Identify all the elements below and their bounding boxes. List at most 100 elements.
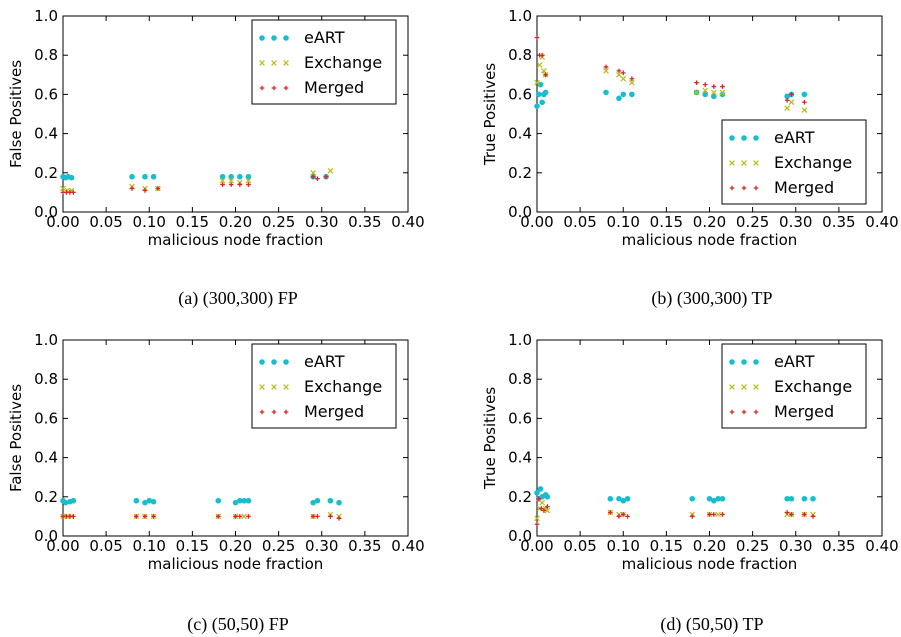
y-tick-label: 1.0 xyxy=(34,331,58,349)
legend-marker-merged xyxy=(741,185,747,191)
x-tick-label: 0.30 xyxy=(305,537,338,555)
legend-marker-merged xyxy=(259,409,265,415)
x-tick-label: 0.20 xyxy=(219,537,252,555)
legend-marker-eart xyxy=(271,359,277,365)
y-tick-label: 0.6 xyxy=(508,85,532,103)
data-point-merged xyxy=(328,514,333,519)
legend-marker-eart xyxy=(259,35,265,41)
x-tick-label: 0.40 xyxy=(391,213,424,231)
data-point-eart xyxy=(616,495,622,502)
data-point-eart xyxy=(129,173,135,180)
data-point-exchange xyxy=(219,177,226,184)
data-point-merged xyxy=(620,70,626,76)
legend-marker-merged xyxy=(271,409,277,415)
data-point-exchange xyxy=(629,79,635,86)
data-point-eart xyxy=(616,95,622,102)
data-point-exchange xyxy=(541,68,547,74)
x-tick-label: 0.20 xyxy=(693,537,726,555)
y-tick-label: 1.0 xyxy=(508,331,532,349)
x-tick-label: 0.30 xyxy=(779,537,812,555)
data-point-merged xyxy=(142,188,148,193)
data-point-exchange xyxy=(719,89,726,96)
legend-label-eart: eART xyxy=(774,352,815,371)
data-point-eart xyxy=(534,103,540,109)
data-point-merged xyxy=(720,512,725,517)
data-point-merged xyxy=(616,514,622,519)
data-point-merged xyxy=(539,506,544,511)
legend-label-merged: Merged xyxy=(304,78,364,97)
data-point-eart xyxy=(219,173,226,180)
data-point-merged xyxy=(629,76,635,82)
legend-marker-eart xyxy=(283,359,289,365)
legend-marker-exchange xyxy=(271,60,277,66)
data-point-eart xyxy=(228,173,234,180)
data-point-eart xyxy=(146,497,153,504)
x-tick-label: 0.15 xyxy=(650,537,683,555)
data-point-merged xyxy=(802,512,807,517)
subplot-3: 0.00 0.05 0.10 0.15 0.20 0.25 0.30 0.35 0.40 0.0 0… xyxy=(7,331,425,635)
data-point-eart xyxy=(539,99,545,106)
data-point-merged xyxy=(237,182,243,187)
legend-marker-exchange xyxy=(283,60,289,66)
legend-marker-merged xyxy=(283,409,289,415)
data-point-eart xyxy=(542,89,549,96)
x-tick-label: 0.25 xyxy=(262,537,295,555)
data-point-merged xyxy=(545,504,550,509)
data-point-merged xyxy=(543,72,548,78)
y-tick-label: 0.0 xyxy=(34,527,58,545)
data-point-merged xyxy=(336,516,342,521)
data-point-eart xyxy=(237,497,243,504)
data-point-merged xyxy=(789,92,794,97)
data-point-exchange xyxy=(693,89,700,96)
data-point-merged xyxy=(246,514,251,519)
legend-label-exchange: Exchange xyxy=(774,377,852,396)
legend-label-merged: Merged xyxy=(774,402,834,421)
data-point-exchange xyxy=(784,105,790,111)
data-point-eart xyxy=(310,499,316,506)
data-point-merged xyxy=(315,514,320,519)
data-point-merged xyxy=(603,64,609,70)
legend-box xyxy=(721,343,867,429)
data-point-merged xyxy=(310,174,316,180)
subplot-caption: (d) (50,50) TP xyxy=(660,614,763,635)
data-point-merged xyxy=(784,97,790,103)
subplot-4: 0.00 0.05 0.10 0.15 0.20 0.25 0.30 0.35 0.40 0.0 0… xyxy=(481,331,899,635)
data-point-exchange xyxy=(536,62,543,68)
data-point-eart xyxy=(702,91,708,98)
legend-marker-merged xyxy=(741,409,747,415)
data-point-eart xyxy=(237,173,243,180)
data-point-merged xyxy=(134,514,139,519)
data-point-merged xyxy=(142,514,148,519)
data-point-merged xyxy=(810,514,816,519)
x-tick-label: 0.35 xyxy=(348,213,381,231)
data-point-eart xyxy=(788,495,795,502)
data-point-eart xyxy=(801,495,808,502)
data-point-exchange xyxy=(702,87,709,94)
data-point-merged xyxy=(155,186,161,191)
y-tick-label: 0.4 xyxy=(508,125,532,143)
legend-marker-exchange xyxy=(283,384,289,390)
legend-label-exchange: Exchange xyxy=(304,53,382,72)
legend-label-exchange: Exchange xyxy=(304,377,382,396)
y-tick-label: 0.4 xyxy=(34,125,58,143)
data-point-exchange xyxy=(801,107,808,113)
x-tick-label: 0.30 xyxy=(779,213,812,231)
data-point-merged xyxy=(228,182,234,187)
data-point-merged xyxy=(784,510,790,515)
x-tick-label: 0.00 xyxy=(46,213,79,231)
x-tick-label: 0.00 xyxy=(46,537,79,555)
data-point-merged xyxy=(534,35,540,40)
legend-marker-eart xyxy=(729,359,735,365)
data-point-merged xyxy=(711,512,717,517)
data-point-merged xyxy=(625,514,630,519)
x-tick-label: 0.30 xyxy=(305,213,338,231)
data-point-merged xyxy=(215,514,221,519)
data-point-merged xyxy=(608,510,613,515)
data-point-merged xyxy=(802,99,807,105)
legend-marker-eart xyxy=(753,359,759,365)
data-point-eart xyxy=(62,499,69,506)
legend-marker-merged xyxy=(753,185,759,191)
legend-marker-exchange xyxy=(753,384,759,390)
data-point-exchange xyxy=(539,499,546,506)
